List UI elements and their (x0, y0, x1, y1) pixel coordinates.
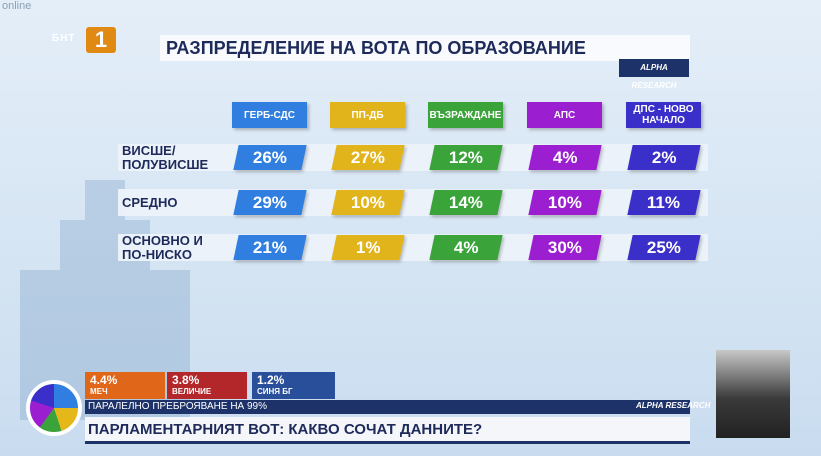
cell: 29% (233, 190, 307, 215)
cell-value: 27% (350, 147, 386, 167)
ticker-name: ВЕЛИЧИЕ (172, 387, 212, 396)
cell: 12% (429, 145, 503, 170)
cell: 10% (331, 190, 405, 215)
cell: 30% (528, 235, 602, 260)
ticker-item: 3.8% ВЕЛИЧИЕ (167, 372, 247, 399)
cell-value: 14% (448, 192, 484, 212)
row-label: ОСНОВНО И ПО-НИСКО (122, 233, 203, 262)
column-header: ВЪЗРАЖДАНЕ (428, 102, 503, 128)
cell: 4% (429, 235, 503, 260)
column-header: ПП-ДБ (330, 102, 405, 128)
cell-value: 25% (646, 237, 682, 257)
row-band (118, 234, 708, 261)
ticker-value: 3.8% (172, 373, 200, 387)
channel-logo: 1 (86, 27, 116, 53)
row-label: СРЕДНО (122, 195, 178, 210)
title-band (160, 35, 690, 61)
show-logo (26, 380, 82, 436)
cell-value: 4% (552, 147, 578, 167)
info-strip-brand: ALPHA RESEARCH (636, 401, 711, 410)
info-strip (85, 400, 690, 414)
cell: 1% (331, 235, 405, 260)
cell: 11% (627, 190, 701, 215)
cell-value: 1% (355, 237, 381, 257)
column-header: АПС (527, 102, 602, 128)
cell-value: 29% (252, 192, 288, 212)
row-band (118, 189, 708, 216)
column-header: ДПС - НОВО НАЧАЛО (626, 102, 701, 128)
cell: 25% (627, 235, 701, 260)
cell-value: 2% (651, 147, 677, 167)
ticker-name: МЕЧ (90, 387, 108, 396)
column-header: ГЕРБ-СДС (232, 102, 307, 128)
headline-bar (85, 417, 690, 444)
ticker-item: 1.2% СИНЯ БГ (252, 372, 335, 399)
cell-value: 4% (453, 237, 479, 257)
cell-value: 10% (350, 192, 386, 212)
sign-language-inset (716, 350, 790, 438)
cell: 4% (528, 145, 602, 170)
cell: 2% (627, 145, 701, 170)
cell-value: 12% (448, 147, 484, 167)
title: РАЗПРЕДЕЛЕНИЕ НА ВОТА ПО ОБРАЗОВАНИЕ (166, 38, 586, 58)
headline: ПАРЛАМЕНТАРНИЯТ ВОТ: КАКВО СОЧАТ ДАННИТЕ… (88, 421, 483, 438)
info-strip-text: ПАРАЛЕЛНО ПРЕБРОЯВАНЕ НА 99% (88, 401, 268, 412)
brand: ALPHA RESEARCH (619, 59, 689, 90)
row-band (118, 144, 708, 171)
ticker-value: 4.4% (90, 373, 118, 387)
cell: 26% (233, 145, 307, 170)
cell: 14% (429, 190, 503, 215)
cell-value: 30% (547, 237, 583, 257)
ticker-value: 1.2% (257, 373, 285, 387)
ticker-name: СИНЯ БГ (257, 387, 293, 396)
ticker-item: 4.4% МЕЧ (85, 372, 165, 399)
cell-value: 11% (647, 192, 681, 212)
cell-value: 26% (252, 147, 288, 167)
cell-value: 10% (547, 192, 583, 212)
cell: 27% (331, 145, 405, 170)
cell-value: 21% (252, 237, 288, 257)
channel-name: БНТ (52, 33, 76, 44)
online-label: online (2, 0, 32, 12)
row-label: ВИСШЕ/ ПОЛУВИСШЕ (122, 143, 209, 172)
cell: 10% (528, 190, 602, 215)
cell: 21% (233, 235, 307, 260)
